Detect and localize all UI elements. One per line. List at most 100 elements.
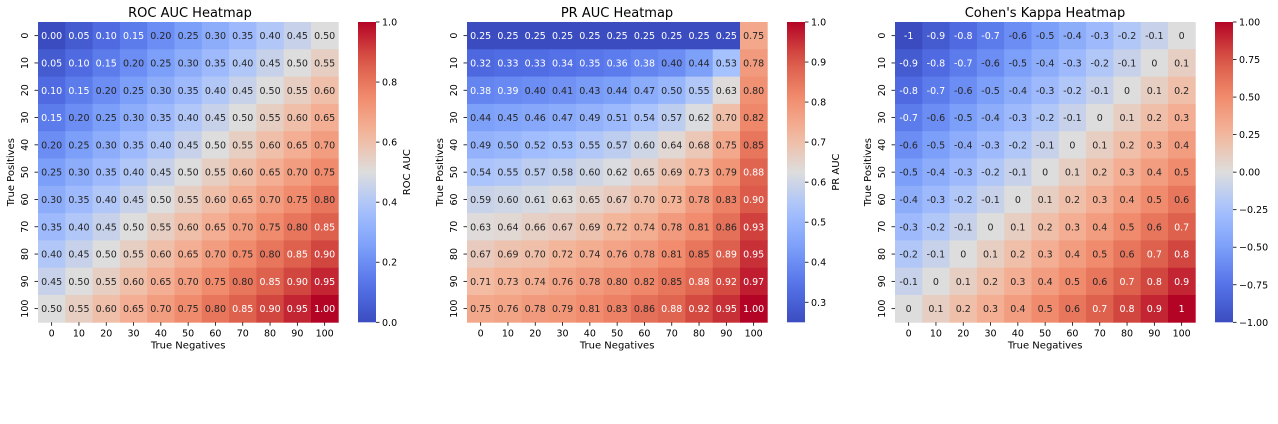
heatmap-cell	[174, 267, 203, 296]
colorbar-tick-label: 0.5	[811, 218, 826, 229]
heatmap-cell	[1004, 76, 1032, 105]
colorbar-tick-label: 0.6	[811, 178, 826, 189]
heatmap-cell	[1004, 295, 1032, 323]
heatmap-cell	[65, 76, 93, 105]
x-tick-label: 0	[906, 328, 912, 339]
cell-label: 0.30	[178, 58, 199, 69]
heatmap-cell	[1168, 240, 1196, 269]
y-tick-label: 80	[449, 248, 460, 260]
cell-label: 0	[906, 304, 912, 315]
heatmap-cell	[576, 267, 604, 296]
heatmap-cell	[658, 49, 686, 77]
heatmap-cell	[548, 103, 577, 132]
cell-label: -0.2	[927, 222, 946, 233]
heatmap-cell	[494, 131, 522, 159]
cell-label: 0.72	[552, 250, 573, 261]
heatmap-cell	[521, 49, 550, 77]
cell-label: 0.36	[607, 58, 628, 69]
heatmap-cell	[119, 158, 148, 187]
cell-label: 0.44	[607, 86, 628, 97]
heatmap-cell	[467, 22, 495, 50]
heatmap-cell	[949, 22, 978, 50]
heatmap-cell	[1168, 103, 1196, 132]
heatmap-cell	[65, 295, 93, 323]
cell-label: 0.6	[1119, 250, 1134, 261]
y-tick-label: 80	[877, 248, 888, 260]
heatmap-cell	[174, 240, 203, 269]
heatmap-cell	[1058, 103, 1087, 132]
heatmap-cell	[712, 76, 741, 105]
cell-label: 0.55	[232, 140, 253, 151]
heatmap-cell	[65, 22, 93, 50]
cell-label: -0.4	[1063, 31, 1082, 42]
heatmap-cell	[922, 213, 950, 241]
heatmap-cell	[603, 131, 632, 159]
heatmap-cell	[311, 213, 339, 241]
colorbar-tick-label: 1.0	[811, 18, 826, 29]
colorbar-tick-label: 0.75	[1239, 55, 1260, 66]
cell-label: 0.05	[68, 31, 89, 42]
cell-label: -0.2	[899, 250, 918, 261]
cell-label: 0.30	[205, 31, 226, 42]
cell-label: 0.5	[1119, 222, 1134, 233]
cell-label: 0.38	[470, 86, 491, 97]
cell-label: 0.55	[96, 277, 117, 288]
cell-label: 0.55	[579, 140, 600, 151]
cell-label: -0.2	[1036, 113, 1055, 124]
heatmap-cell	[229, 49, 257, 77]
cell-label: 0.35	[68, 195, 89, 206]
heatmap-cell	[1004, 49, 1032, 77]
heatmap-cell	[576, 295, 604, 323]
cell-label: 0.90	[259, 304, 280, 315]
heatmap-cell	[521, 213, 550, 241]
heatmap-cell	[603, 76, 632, 105]
cell-label: -0.5	[1009, 58, 1028, 69]
cell-label: 0.65	[178, 250, 199, 261]
cell-label: -0.4	[1036, 58, 1055, 69]
heatmap-cell	[895, 267, 923, 296]
cell-label: 0.4	[1174, 140, 1189, 151]
heatmap-cell	[467, 76, 495, 105]
colorbar-tick-label: 0.50	[1239, 93, 1260, 104]
cell-label: -0.4	[899, 195, 918, 206]
heatmap-cell	[65, 185, 93, 214]
heatmap-cell	[576, 185, 604, 214]
cell-label: 0.25	[41, 168, 62, 179]
cell-label: 0.95	[314, 277, 335, 288]
cell-label: 0.15	[96, 58, 117, 69]
heatmap-cell	[576, 213, 604, 241]
cell-label: 0.3	[1174, 113, 1189, 124]
heatmap-cell	[38, 22, 66, 50]
heatmap-cell	[256, 213, 285, 241]
x-tick-label: 20	[100, 328, 112, 339]
heatmap-cell	[976, 213, 1005, 241]
cell-label: 0.60	[96, 304, 117, 315]
cell-label: -0.3	[981, 140, 1000, 151]
cell-label: 0.60	[634, 140, 655, 151]
heatmap-cell	[949, 131, 978, 159]
cell-label: 0.20	[41, 140, 62, 151]
y-tick-label: 0	[20, 33, 31, 39]
heatmap-cell	[922, 76, 950, 105]
heatmap-cell	[311, 295, 339, 323]
cell-label: 0	[1097, 113, 1103, 124]
cell-label: -0.3	[927, 195, 946, 206]
heatmap-cell	[1058, 267, 1087, 296]
cell-label: 0.2	[1147, 113, 1162, 124]
heatmap-cell	[311, 103, 339, 132]
cell-label: 0.65	[205, 222, 226, 233]
heatmap-cell	[1086, 103, 1114, 132]
cell-label: 0.86	[716, 222, 737, 233]
y-tick-label: 100	[20, 300, 31, 318]
y-tick-label: 100	[449, 300, 460, 318]
cell-label: 0.88	[743, 168, 764, 179]
cell-label: -0.9	[899, 58, 918, 69]
heatmap-cell	[311, 240, 339, 269]
cell-label: 0.4	[1065, 250, 1080, 261]
cell-label: 0.78	[661, 222, 682, 233]
heatmap-cell	[1140, 76, 1169, 105]
cell-label: 0.95	[743, 250, 764, 261]
cell-label: 0.25	[497, 31, 518, 42]
heatmap-cell	[548, 22, 577, 50]
cell-label: 0.85	[314, 222, 335, 233]
